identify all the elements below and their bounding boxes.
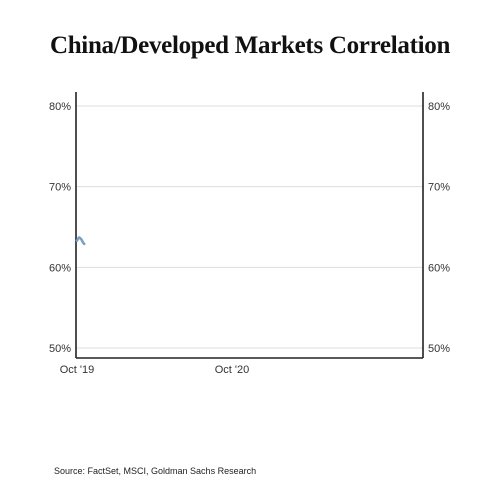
x-tick-label: Oct '20 [215, 364, 250, 376]
y-tick-label-left: 70% [49, 182, 71, 194]
y-tick-label-right: 60% [428, 262, 450, 274]
chart-title: China/Developed Markets Correlation [49, 32, 451, 59]
source-note: Source: FactSet, MSCI, Goldman Sachs Res… [54, 466, 257, 476]
y-tick-label-right: 70% [428, 182, 450, 194]
y-tick-label-left: 60% [49, 262, 71, 274]
y-tick-label-left: 80% [49, 101, 71, 113]
y-tick-label-right: 50% [428, 343, 450, 355]
x-tick-label: Oct '19 [60, 364, 95, 376]
series-line [75, 236, 86, 246]
y-tick-label-right: 80% [428, 101, 450, 113]
y-tick-label-left: 50% [49, 343, 71, 355]
